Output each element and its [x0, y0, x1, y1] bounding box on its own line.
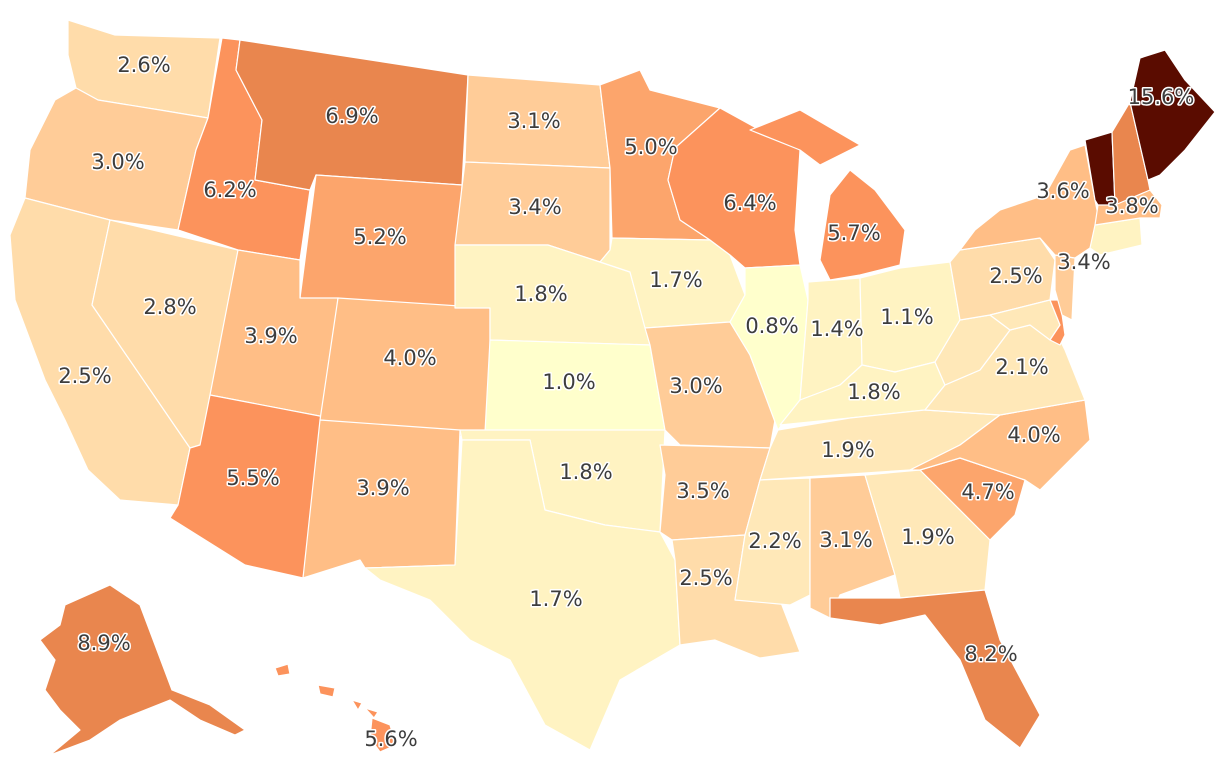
state-ak	[39, 584, 246, 756]
label-nv: 2.8%	[143, 295, 196, 319]
state-nc	[909, 399, 1091, 491]
label-sd: 3.4%	[508, 195, 561, 219]
label-ut: 3.9%	[244, 324, 297, 348]
state-vt	[1084, 131, 1116, 206]
label-ca: 2.5%	[58, 364, 111, 388]
label-oh: 1.1%	[880, 305, 933, 329]
state-tx	[364, 439, 681, 751]
label-tx: 1.7%	[529, 587, 582, 611]
label-fl: 8.2%	[964, 642, 1017, 666]
state-hi	[274, 663, 397, 753]
state-nh	[1111, 101, 1151, 206]
label-ga: 1.9%	[901, 525, 954, 549]
label-nc: 4.0%	[1007, 423, 1060, 447]
label-sc: 4.7%	[961, 480, 1014, 504]
label-va: 2.1%	[995, 355, 1048, 379]
states-layer	[9, 19, 1216, 756]
label-in: 1.4%	[810, 317, 863, 341]
state-fl	[829, 589, 1041, 749]
label-ak: 8.9%	[77, 631, 130, 655]
label-ar: 3.5%	[676, 479, 729, 503]
label-wi: 6.4%	[723, 191, 776, 215]
label-ok: 1.8%	[559, 460, 612, 484]
label-mi: 5.7%	[827, 221, 880, 245]
labels-layer: 2.6% 3.0% 2.5% 2.8% 6.2% 6.9% 5.2% 3.9% …	[57, 52, 1196, 753]
label-mt: 6.9%	[325, 104, 378, 128]
label-pa: 2.5%	[989, 264, 1042, 288]
label-wa: 2.6%	[117, 53, 170, 77]
label-tn: 1.9%	[821, 438, 874, 462]
label-ny: 3.6%	[1036, 179, 1089, 203]
label-nm: 3.9%	[356, 476, 409, 500]
label-ky: 1.8%	[847, 380, 900, 404]
label-nd: 3.1%	[507, 109, 560, 133]
label-id: 6.2%	[203, 178, 256, 202]
label-me: 15.6%	[1128, 85, 1195, 109]
label-la: 2.5%	[679, 566, 732, 590]
label-mo: 3.0%	[669, 374, 722, 398]
state-mi	[749, 109, 906, 281]
label-ma: 3.8%	[1105, 194, 1158, 218]
label-mn: 5.0%	[624, 135, 677, 159]
label-co: 4.0%	[383, 346, 436, 370]
label-hi: 5.6%	[364, 727, 417, 751]
label-nj: 3.4%	[1057, 250, 1110, 274]
label-il: 0.8%	[745, 314, 798, 338]
label-ia: 1.7%	[649, 268, 702, 292]
label-ms: 2.2%	[748, 529, 801, 553]
label-al: 3.1%	[819, 528, 872, 552]
label-or: 3.0%	[91, 150, 144, 174]
label-az: 5.5%	[226, 466, 279, 490]
label-wy: 5.2%	[353, 225, 406, 249]
state-mt	[235, 39, 469, 191]
label-ks: 1.0%	[542, 370, 595, 394]
label-ne: 1.8%	[514, 282, 567, 306]
state-me	[1129, 49, 1216, 181]
